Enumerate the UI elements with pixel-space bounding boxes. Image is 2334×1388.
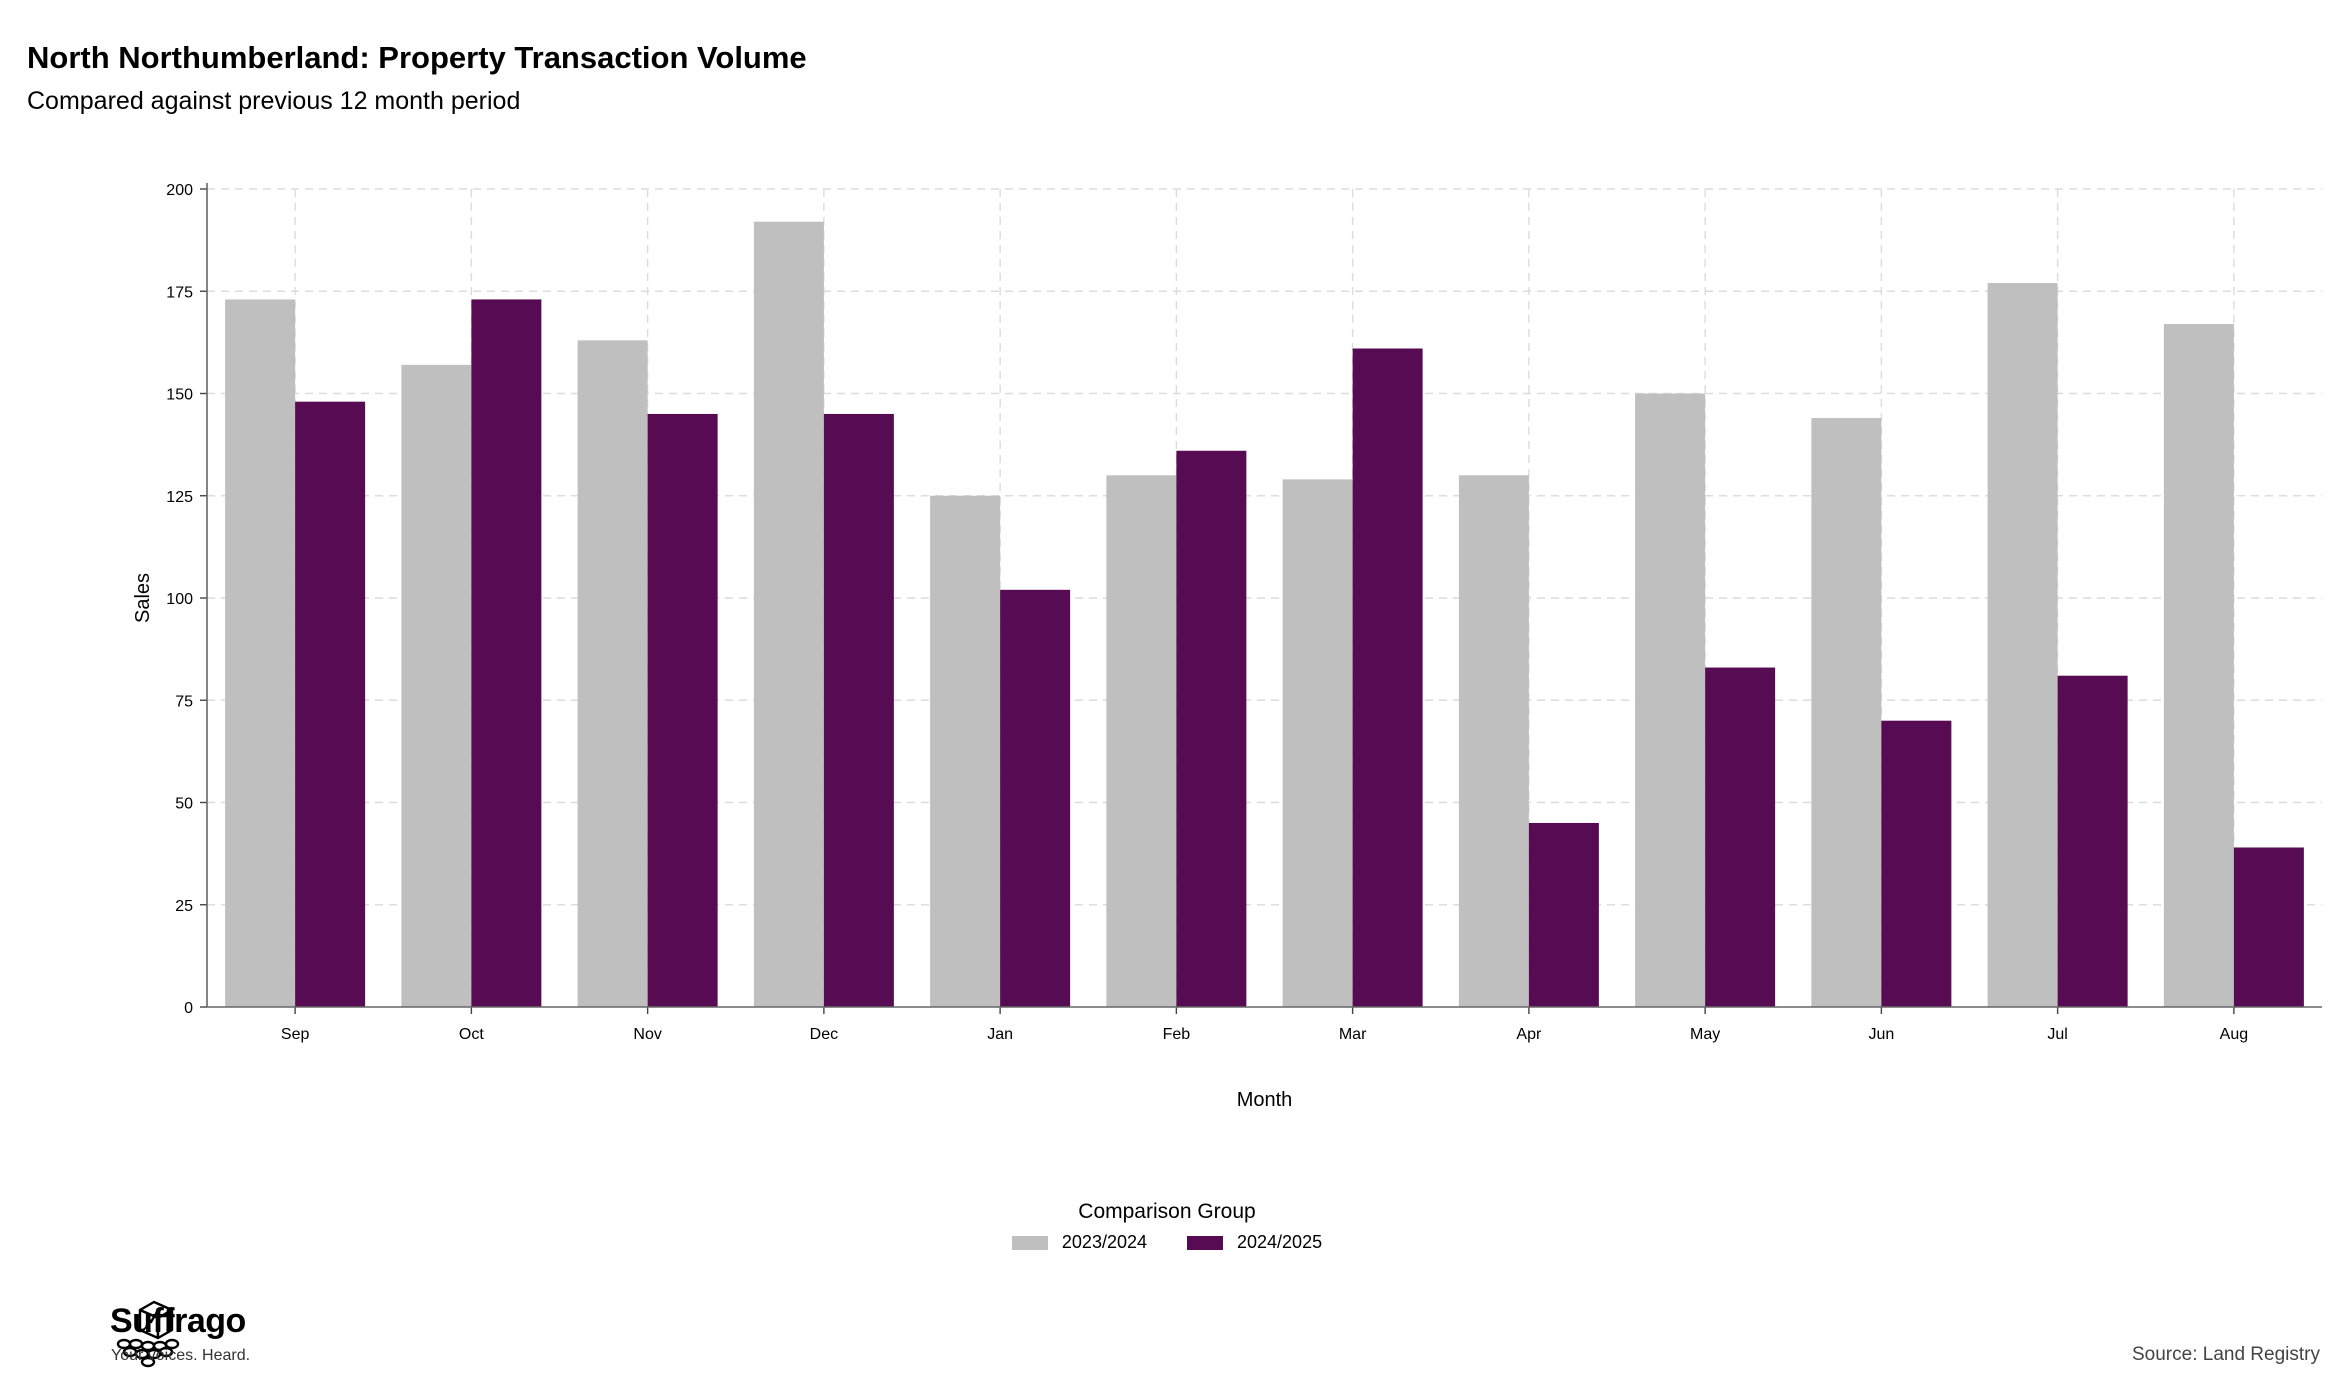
y-tick-label: 50 [175,796,193,813]
x-tick-label: May [1690,1026,1720,1043]
brand-name: Suffrago [110,1302,246,1340]
bar-nov-2024-2025 [647,413,718,1007]
ballot-box-icon [116,1300,180,1368]
legend-item-2024-2025: 2024/2025 [1187,1232,1322,1253]
chart-subtitle: Compared against previous 12 month perio… [27,87,521,115]
bar-jun-2023-2024 [1811,418,1882,1007]
bar-jan-2024-2025 [1000,589,1071,1007]
legend-items: 2023/2024 2024/2025 [0,1232,2334,1253]
bar-may-2024-2025 [1705,667,1776,1007]
x-axis-title: Month [1237,1089,1293,1111]
y-tick-label: 0 [184,1000,193,1017]
x-tick-label: Jan [987,1026,1013,1043]
legend-swatch [1187,1235,1223,1250]
x-tick-label: Apr [1516,1026,1542,1043]
x-tick-label: Feb [1163,1026,1191,1043]
chart-title: North Northumberland: Property Transacti… [27,40,807,75]
y-tick-label: 150 [166,387,193,404]
bar-jul-2024-2025 [2057,675,2128,1007]
bar-aug-2023-2024 [2163,323,2234,1008]
y-tick-label: 75 [175,693,193,710]
y-tick-label: 100 [166,591,193,608]
legend-swatch [1011,1235,1048,1250]
source-note: Source: Land Registry [2132,1344,2320,1365]
bar-oct-2024-2025 [471,299,542,1007]
bar-groups [225,221,2304,1008]
y-tick-label: 200 [166,182,193,199]
bar-aug-2024-2025 [2233,847,2304,1007]
legend-title: Comparison Group [1078,1200,1256,1223]
x-tick-label: Mar [1339,1026,1367,1043]
legend-label: 2024/2025 [1237,1232,1323,1252]
x-tick-label: Jul [2047,1026,2067,1043]
bar-jul-2023-2024 [1987,283,2058,1007]
bar-oct-2023-2024 [401,364,472,1007]
bar-apr-2024-2025 [1528,822,1599,1007]
legend-label: 2023/2024 [1061,1232,1147,1252]
bar-jan-2023-2024 [930,495,1001,1007]
bar-sep-2024-2025 [295,401,366,1007]
bar-may-2023-2024 [1635,393,1706,1007]
bar-apr-2023-2024 [1458,475,1529,1007]
y-axis-title: Sales [132,573,154,623]
x-tick-label: Jun [1868,1026,1894,1043]
bar-feb-2023-2024 [1106,475,1177,1007]
bar-mar-2023-2024 [1282,479,1353,1007]
bar-chart: 0 25 50 75 100 125 150 175 200 Sep Oct Nov Dec Jan Feb… [132,182,2322,1111]
bar-feb-2024-2025 [1176,450,1247,1007]
brand-tagline: Your voices. Heard. [111,1347,251,1364]
legend: Comparison Group 2023/2024 2024/2025 [0,1200,2334,1253]
x-tick-label: Aug [2220,1026,2248,1043]
bar-nov-2023-2024 [577,340,648,1008]
bar-sep-2023-2024 [225,299,296,1007]
x-tick-label: Oct [459,1026,484,1043]
x-tick-label: Nov [633,1026,661,1043]
x-tick-label: Dec [810,1026,838,1043]
axes: 0 25 50 75 100 125 150 175 200 Sep Oct Nov Dec Jan Feb… [166,182,2322,1043]
y-tick-label: 175 [166,284,193,301]
x-tick-label: Sep [281,1026,310,1043]
y-tick-label: 25 [175,898,193,915]
bar-dec-2023-2024 [753,221,824,1008]
bar-mar-2024-2025 [1352,348,1423,1007]
bar-jun-2024-2025 [1881,720,1952,1007]
bar-dec-2024-2025 [823,413,894,1007]
legend-item-2023-2024: 2023/2024 [1011,1232,1147,1253]
y-tick-label: 125 [166,489,193,506]
